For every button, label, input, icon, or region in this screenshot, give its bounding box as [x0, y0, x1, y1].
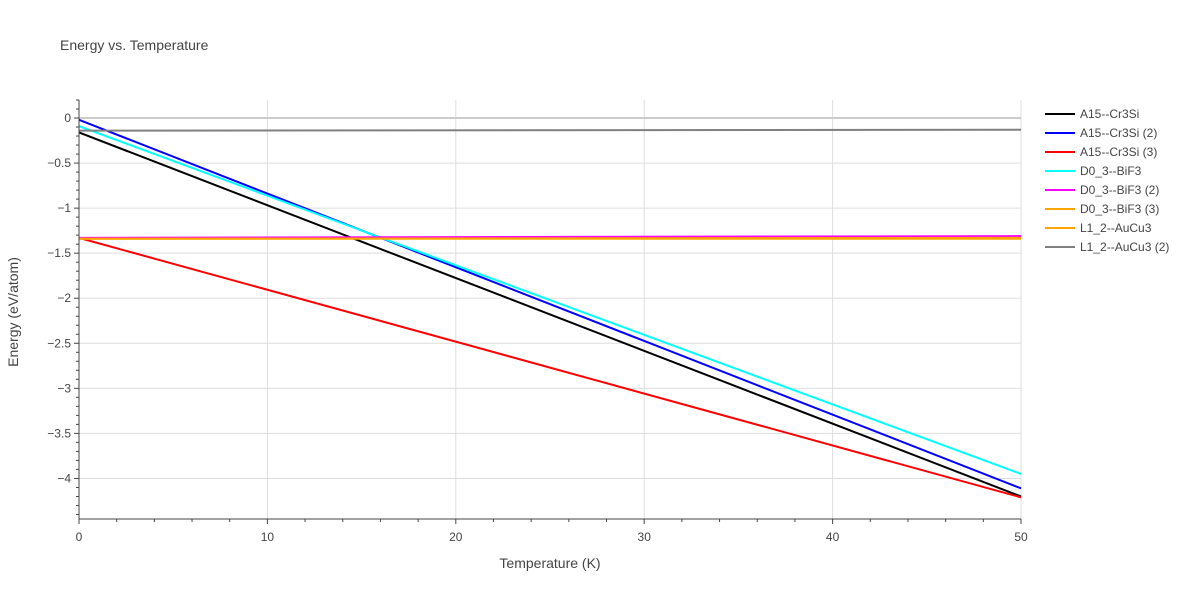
series-line [78, 235, 1022, 239]
legend-item[interactable]: A15--Cr3Si [1045, 107, 1139, 121]
x-axis-title: Temperature (K) [499, 555, 600, 571]
legend-item[interactable]: L1_2--AuCu3 (2) [1045, 240, 1169, 254]
series-line [78, 236, 1022, 240]
grid [79, 100, 1022, 519]
legend-label: A15--Cr3Si (2) [1080, 126, 1157, 140]
legend-item[interactable]: D0_3--BiF3 (3) [1045, 202, 1159, 216]
y-tick-label: −1.5 [47, 246, 71, 260]
legend: A15--Cr3Si A15--Cr3Si (2) A15--Cr3Si (3) D0… [1045, 107, 1169, 254]
legend-label: L1_2--AuCu3 (2) [1080, 240, 1169, 254]
legend-label: A15--Cr3Si (3) [1080, 145, 1157, 159]
axes: 0 10 20 30 40 50 0 −0.5 −1 −1.5 −2 −2.5 −3 −3.5 −4 [47, 99, 1028, 544]
x-tick-label: 0 [76, 530, 83, 544]
x-tick-label: 10 [261, 530, 275, 544]
y-tick-label: −2 [57, 291, 71, 305]
x-tick-label: 30 [638, 530, 652, 544]
legend-label: L1_2--AuCu3 [1080, 221, 1152, 235]
legend-item[interactable]: D0_3--BiF3 [1045, 164, 1142, 178]
legend-label: D0_3--BiF3 (3) [1080, 202, 1159, 216]
y-tick-label: −2.5 [47, 336, 71, 350]
plot-series [78, 118, 1022, 499]
x-tick-label: 50 [1014, 530, 1028, 544]
legend-item[interactable]: D0_3--BiF3 (2) [1045, 183, 1159, 197]
legend-label: D0_3--BiF3 (2) [1080, 183, 1159, 197]
legend-item[interactable]: A15--Cr3Si (2) [1045, 126, 1157, 140]
y-tick-label: 0 [64, 111, 71, 125]
y-tick-label: −3 [57, 381, 71, 395]
legend-item[interactable]: L1_2--AuCu3 [1045, 221, 1152, 235]
series-line [78, 131, 1022, 498]
x-tick-label: 40 [826, 530, 840, 544]
series-line [78, 125, 1022, 475]
chart-title: Energy vs. Temperature [60, 37, 209, 53]
y-tick-label: −1 [57, 201, 71, 215]
series-line [78, 128, 1022, 132]
y-tick-label: −0.5 [47, 156, 71, 170]
y-tick-label: −3.5 [47, 426, 71, 440]
legend-label: D0_3--BiF3 [1080, 164, 1142, 178]
legend-label: A15--Cr3Si [1080, 107, 1139, 121]
series-line [78, 236, 1022, 499]
legend-item[interactable]: A15--Cr3Si (3) [1045, 145, 1157, 159]
y-axis-title: Energy (eV/atom) [5, 257, 21, 367]
x-tick-label: 20 [449, 530, 463, 544]
series-line [78, 118, 1022, 490]
y-tick-label: −4 [57, 471, 71, 485]
